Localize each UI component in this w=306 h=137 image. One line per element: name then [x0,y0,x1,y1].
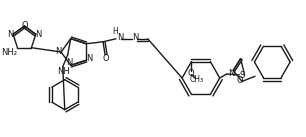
Text: O: O [237,76,243,85]
Text: O: O [21,21,28,29]
Text: H: H [112,27,118,36]
Text: N: N [55,48,61,56]
Text: NH: NH [58,67,70,76]
Text: N: N [132,33,139,42]
Text: NH₂: NH₂ [2,48,17,57]
Text: CH₃: CH₃ [189,75,203,84]
Text: O: O [103,54,109,63]
Text: N: N [7,30,13,39]
Text: N: N [228,69,234,78]
Text: N: N [35,30,42,39]
Text: O: O [187,69,194,78]
Text: N: N [117,33,123,42]
Text: N: N [66,58,73,67]
Text: N: N [86,54,92,63]
Text: S: S [240,72,245,81]
